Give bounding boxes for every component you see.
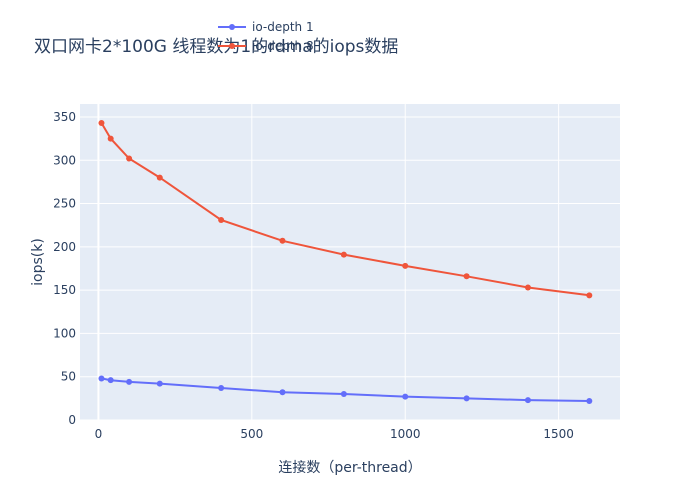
x-axis-ticks: 0 500 1000 1500 <box>95 427 574 441</box>
data-point <box>218 217 225 224</box>
series-2 <box>98 120 593 299</box>
data-point <box>126 378 133 385</box>
legend-label: io-depth 1 <box>252 20 314 34</box>
x-axis-title: 连接数（per-thread） <box>278 459 421 476</box>
y-tick-label: 350 <box>53 110 76 124</box>
y-tick-label: 50 <box>61 370 76 384</box>
x-tick-label: 500 <box>240 427 263 441</box>
legend-label: io-depth 8 <box>252 39 314 53</box>
data-point <box>126 155 133 162</box>
gridlines <box>80 104 620 421</box>
y-tick-label: 300 <box>53 153 76 167</box>
x-tick-label: 0 <box>95 427 103 441</box>
data-point <box>402 262 409 269</box>
y-axis-ticks: 0 50 100 150 200 250 300 350 <box>53 110 76 427</box>
data-point <box>586 292 593 299</box>
data-point <box>402 393 409 400</box>
data-point <box>279 389 286 396</box>
data-point <box>279 237 286 244</box>
data-point <box>107 377 114 384</box>
data-point <box>463 395 470 402</box>
data-point <box>107 135 114 142</box>
data-point <box>586 397 593 404</box>
data-point <box>463 273 470 280</box>
legend-item[interactable]: io-depth 8 <box>218 39 314 53</box>
legend-item[interactable]: io-depth 1 <box>218 20 314 34</box>
data-point <box>524 397 531 404</box>
y-tick-label: 200 <box>53 240 76 254</box>
legend-swatch-marker <box>229 24 235 30</box>
data-point <box>524 284 531 291</box>
legend[interactable]: io-depth 1 io-depth 8 <box>218 20 314 53</box>
y-tick-label: 100 <box>53 326 76 340</box>
x-tick-label: 1000 <box>390 427 421 441</box>
legend-swatch-marker <box>229 43 235 49</box>
x-tick-label: 1500 <box>543 427 574 441</box>
y-tick-label: 0 <box>68 413 76 427</box>
data-point <box>156 174 163 181</box>
data-point <box>218 384 225 391</box>
plot-background <box>80 104 620 420</box>
data-point <box>156 380 163 387</box>
data-point <box>340 251 347 258</box>
y-tick-label: 150 <box>53 283 76 297</box>
data-point <box>98 375 105 382</box>
data-point <box>340 391 347 398</box>
y-tick-label: 250 <box>53 197 76 211</box>
series-1 <box>98 375 593 404</box>
chart-title: 双口网卡2*100G 线程数为1的rdma的iops数据 <box>34 37 398 57</box>
data-point <box>98 120 105 127</box>
y-axis-title: iops(k) <box>30 238 46 286</box>
series-layer <box>98 120 593 404</box>
